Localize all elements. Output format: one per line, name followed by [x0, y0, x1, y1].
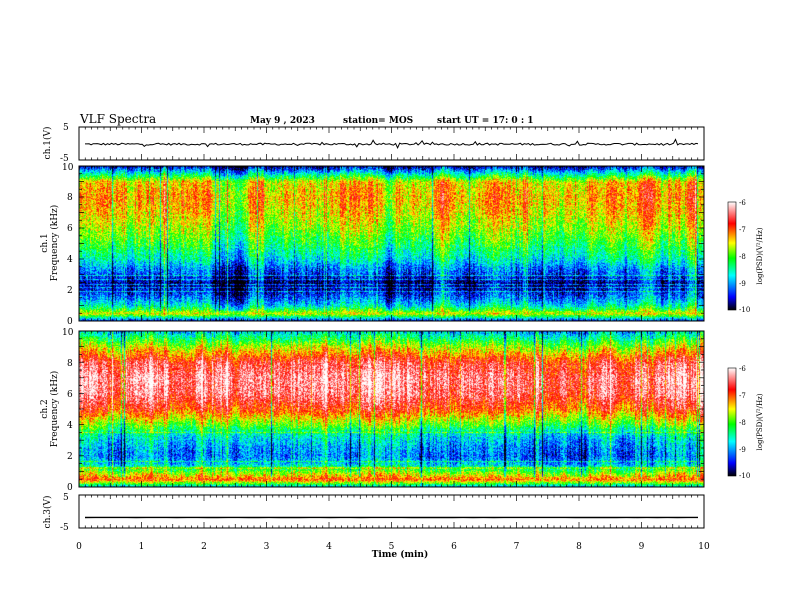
x-tick-label: 1: [139, 542, 145, 552]
ch1-ytick-6: 6: [67, 224, 73, 234]
ch1-cb-tick-m9: -9: [739, 280, 746, 288]
ch2-frequency-ylabel: Frequency (kHz): [49, 371, 60, 448]
ch1-voltage-ticks: [78, 127, 705, 160]
ch1-cb-tick-m6: -6: [739, 199, 746, 207]
ch1-voltage-panel: 5 -5 ch.1(V): [42, 123, 705, 164]
ch2-ytick-10: 10: [62, 328, 74, 338]
x-tick-label: 6: [451, 542, 457, 552]
ch2-ytick-0: 0: [67, 483, 73, 493]
ch1-ytick-top: 5: [63, 123, 69, 133]
ch2-cb-tick-m6: -6: [739, 365, 746, 373]
ch1-ytick-bottom: -5: [60, 154, 69, 164]
ch2-cb-tick-m8: -8: [739, 419, 746, 427]
station-label: station= MOS: [343, 116, 413, 126]
ch2-channel-label: ch.2: [40, 399, 50, 418]
ch2-colorbar-gradient: [727, 367, 737, 477]
ch2-cb-tick-m10: -10: [739, 472, 750, 480]
ch2-colorbar: -6 -7 -8 -9 -10 log(PSD)(V²/Hz): [727, 365, 764, 480]
ch1-channel-label: ch.1: [40, 233, 50, 252]
ch3-ytick-top: 5: [63, 493, 69, 503]
x-tick-label: 2: [201, 542, 207, 552]
ch2-cb-tick-m9: -9: [739, 446, 746, 454]
start-time-label: start UT = 17: 0 : 1: [437, 116, 534, 126]
ch1-colorbar: -6 -7 -8 -9 -10 log(PSD)(V²/Hz): [727, 199, 764, 314]
ch1-ytick-0: 0: [67, 317, 73, 327]
ch2-ytick-4: 4: [67, 421, 73, 431]
ch1-ytick-10: 10: [62, 163, 74, 173]
date-label: May 9 , 2023: [250, 116, 315, 126]
ch1-voltage-trace: [85, 138, 699, 149]
ch1-ytick-8: 8: [67, 193, 73, 203]
ch1-spectrogram-image: [79, 166, 704, 321]
x-tick-label: 9: [639, 542, 645, 552]
ch3-voltage-ylabel: ch.3(V): [42, 496, 53, 529]
ch2-ytick-6: 6: [67, 390, 73, 400]
time-axis-tick-labels: 0 1 2 3 4 5 6 7 8 9 10: [76, 542, 710, 552]
ch1-frequency-ylabel: Frequency (kHz): [49, 205, 60, 282]
ch2-colorbar-label: log(PSD)(V²/Hz): [756, 393, 764, 450]
ch2-spectrogram-panel: 0 2 4 6 8 10 ch.2 Frequency (kHz): [40, 328, 705, 493]
ch1-cb-tick-m10: -10: [739, 306, 750, 314]
ch2-ytick-2: 2: [67, 452, 73, 462]
ch1-cb-tick-m8: -8: [739, 253, 746, 261]
ch1-spectrogram-ticks: [78, 165, 705, 322]
ch2-cb-tick-m7: -7: [739, 392, 746, 400]
figure-title: VLF Spectra: [79, 112, 156, 126]
ch1-ytick-2: 2: [67, 286, 73, 296]
ch1-cb-tick-m7: -7: [739, 226, 746, 234]
x-tick-label: 3: [264, 542, 270, 552]
ch3-ytick-bottom: -5: [60, 523, 69, 533]
x-tick-label: 5: [389, 542, 395, 552]
ch1-colorbar-gradient: [727, 201, 737, 311]
ch1-spectrogram-panel: 0 2 4 6 8 10 ch.1 Frequency (kHz): [40, 163, 705, 327]
ch2-ytick-8: 8: [67, 359, 73, 369]
ch3-voltage-ticks: [78, 495, 705, 528]
ch3-voltage-panel: 5 -5 ch.3(V): [42, 493, 705, 533]
x-tick-label: 10: [698, 542, 710, 552]
ch1-colorbar-label: log(PSD)(V²/Hz): [756, 227, 764, 284]
ch1-voltage-ylabel: ch.1(V): [42, 127, 53, 160]
ch1-ytick-4: 4: [67, 255, 73, 265]
x-tick-label: 7: [514, 542, 520, 552]
ch2-spectrogram-ticks: [78, 330, 705, 488]
x-tick-label: 8: [576, 542, 582, 552]
time-axis-label: Time (min): [372, 549, 429, 560]
x-tick-label: 0: [76, 542, 82, 552]
ch2-spectrogram-image: [79, 331, 704, 487]
x-tick-label: 4: [326, 542, 332, 552]
